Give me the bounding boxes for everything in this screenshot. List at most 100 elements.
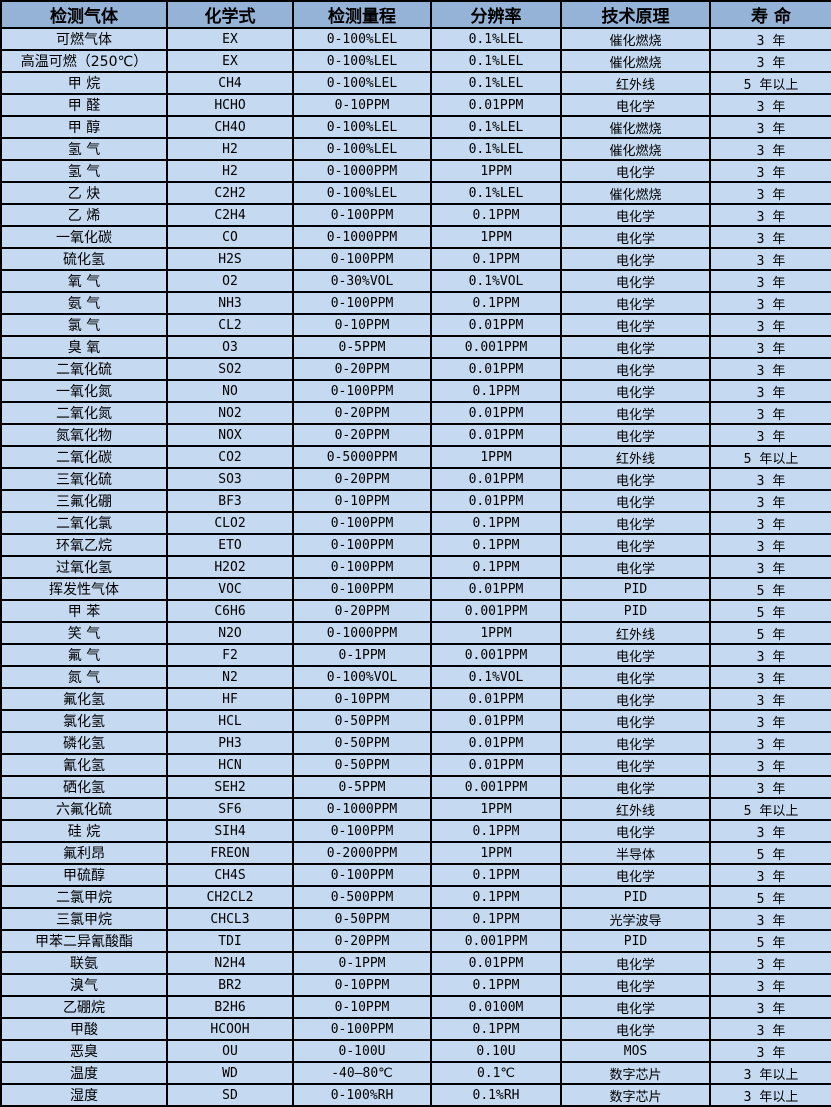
table-cell-range: 0-1000PPM	[292, 159, 432, 183]
table-cell-formula: O3	[166, 335, 294, 359]
table-cell-lifespan: 3 年以上	[709, 1061, 831, 1085]
table-cell-resolution: 0.10U	[430, 1039, 562, 1063]
table-cell-gas: 乙 炔	[0, 181, 168, 205]
table-cell-formula: SIH4	[166, 819, 294, 843]
table-cell-formula: CO2	[166, 445, 294, 469]
table-cell-range: 0-100%LEL	[292, 181, 432, 205]
table-cell-principle: 催化燃烧	[560, 115, 711, 139]
table-cell-range: 0-100PPM	[292, 291, 432, 315]
table-cell-lifespan: 3 年	[709, 401, 831, 425]
table-cell-formula: ETO	[166, 533, 294, 557]
table-cell-formula: SF6	[166, 797, 294, 821]
table-cell-principle: 电化学	[560, 335, 711, 359]
table-cell-resolution: 0.01PPM	[430, 731, 562, 755]
table-cell-lifespan: 5 年	[709, 841, 831, 865]
table-cell-formula: HCHO	[166, 93, 294, 117]
table-cell-lifespan: 3 年	[709, 753, 831, 777]
table-cell-resolution: 0.1℃	[430, 1061, 562, 1085]
table-row: 氨 气 NH3 0-100PPM 0.1PPM 电化学 3 年	[0, 291, 831, 315]
table-cell-gas: 恶臭	[0, 1039, 168, 1063]
table-cell-principle: 催化燃烧	[560, 137, 711, 161]
table-cell-gas: 氢 气	[0, 137, 168, 161]
table-cell-range: 0-100PPM	[292, 533, 432, 557]
table-cell-lifespan: 3 年	[709, 247, 831, 271]
table-cell-resolution: 0.01PPM	[430, 489, 562, 513]
table-cell-range: 0-10PPM	[292, 995, 432, 1019]
table-cell-principle: 电化学	[560, 159, 711, 183]
table-cell-gas: 甲苯二异氰酸酯	[0, 929, 168, 953]
table-cell-range: 0-20PPM	[292, 467, 432, 491]
table-row: 氯 气 CL2 0-10PPM 0.01PPM 电化学 3 年	[0, 313, 831, 337]
table-cell-gas: 氮氧化物	[0, 423, 168, 447]
table-cell-resolution: 0.01PPM	[430, 357, 562, 381]
table-cell-formula: CH4S	[166, 863, 294, 887]
table-cell-formula: CH4O	[166, 115, 294, 139]
table-cell-principle: PID	[560, 599, 711, 623]
table-cell-lifespan: 3 年	[709, 49, 831, 73]
table-cell-principle: 电化学	[560, 709, 711, 733]
table-cell-resolution: 0.1%LEL	[430, 181, 562, 205]
table-cell-principle: 电化学	[560, 357, 711, 381]
table-cell-gas: 甲酸	[0, 1017, 168, 1041]
table-row: 乙 炔 C2H2 0-100%LEL 0.1%LEL 催化燃烧 3 年	[0, 181, 831, 205]
table-cell-lifespan: 3 年	[709, 819, 831, 843]
table-cell-resolution: 0.1PPM	[430, 819, 562, 843]
table-cell-formula: FREON	[166, 841, 294, 865]
table-cell-resolution: 0.1PPM	[430, 203, 562, 227]
table-cell-gas: 温度	[0, 1061, 168, 1085]
table-cell-principle: 电化学	[560, 423, 711, 447]
table-cell-resolution: 0.01PPM	[430, 401, 562, 425]
table-row: 二氧化碳 CO2 0-5000PPM 1PPM 红外线 5 年以上	[0, 445, 831, 469]
table-cell-lifespan: 3 年	[709, 115, 831, 139]
table-cell-lifespan: 3 年	[709, 137, 831, 161]
table-cell-principle: 催化燃烧	[560, 181, 711, 205]
table-cell-range: 0-100PPM	[292, 203, 432, 227]
table-cell-formula: CH2CL2	[166, 885, 294, 909]
table-cell-principle: 半导体	[560, 841, 711, 865]
table-cell-gas: 过氧化氢	[0, 555, 168, 579]
table-cell-range: 0-10PPM	[292, 489, 432, 513]
table-cell-lifespan: 5 年	[709, 621, 831, 645]
table-cell-formula: CH4	[166, 71, 294, 95]
table-cell-lifespan: 3 年	[709, 533, 831, 557]
column-header-gas: 检测气体	[0, 0, 168, 29]
table-cell-range: 0-20PPM	[292, 929, 432, 953]
table-cell-formula: B2H6	[166, 995, 294, 1019]
table-cell-formula: EX	[166, 49, 294, 73]
table-cell-lifespan: 5 年	[709, 929, 831, 953]
table-cell-principle: 电化学	[560, 379, 711, 403]
table-cell-lifespan: 3 年	[709, 269, 831, 293]
table-cell-principle: 电化学	[560, 973, 711, 997]
table-cell-principle: 电化学	[560, 313, 711, 337]
table-cell-range: 0-100U	[292, 1039, 432, 1063]
table-cell-range: 0-100PPM	[292, 511, 432, 535]
table-cell-gas: 三氯甲烷	[0, 907, 168, 931]
table-row: 甲苯二异氰酸酯 TDI 0-20PPM 0.001PPM PID 5 年	[0, 929, 831, 953]
table-cell-principle: 电化学	[560, 533, 711, 557]
table-cell-resolution: 0.01PPM	[430, 753, 562, 777]
table-cell-range: 0-100PPM	[292, 819, 432, 843]
table-cell-lifespan: 3 年	[709, 973, 831, 997]
table-cell-lifespan: 5 年	[709, 599, 831, 623]
table-cell-resolution: 0.01PPM	[430, 709, 562, 733]
table-cell-lifespan: 3 年	[709, 951, 831, 975]
table-cell-range: 0-5PPM	[292, 335, 432, 359]
table-row: 环氧乙烷 ETO 0-100PPM 0.1PPM 电化学 3 年	[0, 533, 831, 557]
table-cell-range: 0-100%RH	[292, 1083, 432, 1107]
table-cell-principle: 电化学	[560, 665, 711, 689]
table-row: 甲酸 HCOOH 0-100PPM 0.1PPM 电化学 3 年	[0, 1017, 831, 1041]
table-cell-formula: HF	[166, 687, 294, 711]
table-row: 三氟化硼 BF3 0-10PPM 0.01PPM 电化学 3 年	[0, 489, 831, 513]
table-cell-lifespan: 3 年	[709, 335, 831, 359]
table-cell-gas: 甲 苯	[0, 599, 168, 623]
table-row: 氮 气 N2 0-100%VOL 0.1%VOL 电化学 3 年	[0, 665, 831, 689]
table-cell-principle: 电化学	[560, 247, 711, 271]
table-cell-lifespan: 3 年	[709, 1017, 831, 1041]
table-cell-formula: NO2	[166, 401, 294, 425]
table-cell-principle: 电化学	[560, 401, 711, 425]
table-cell-principle: 光学波导	[560, 907, 711, 931]
table-cell-principle: 电化学	[560, 995, 711, 1019]
table-cell-principle: 数字芯片	[560, 1083, 711, 1107]
table-cell-formula: C2H2	[166, 181, 294, 205]
table-cell-resolution: 0.001PPM	[430, 929, 562, 953]
